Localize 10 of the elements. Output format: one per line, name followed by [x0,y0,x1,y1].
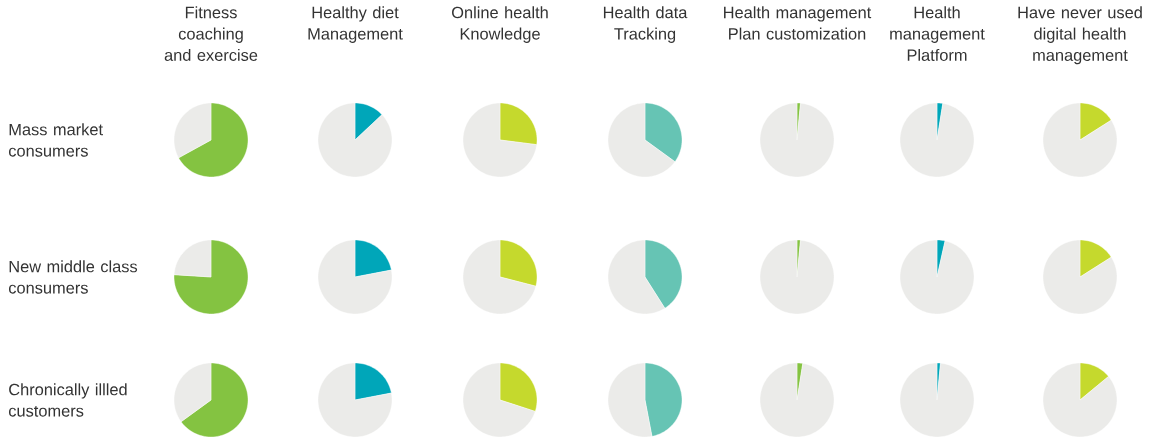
chart-title: Have never used digital health management [1018,6,1142,65]
chart-title: Healthy diet Management [308,6,403,43]
text: New middle class consumers [8,260,138,294]
chart-title: Health management Plan customization [724,6,872,40]
chart-title: Health data Tracking [603,6,688,43]
chart-title: Fitness coaching and exercise [164,6,258,61]
chart-title: Health management Platform [890,6,985,61]
chart-title: Online health Knowledge [452,6,548,43]
text: Chronically illled customers [8,383,127,417]
text: Mass market consumers [8,123,103,157]
